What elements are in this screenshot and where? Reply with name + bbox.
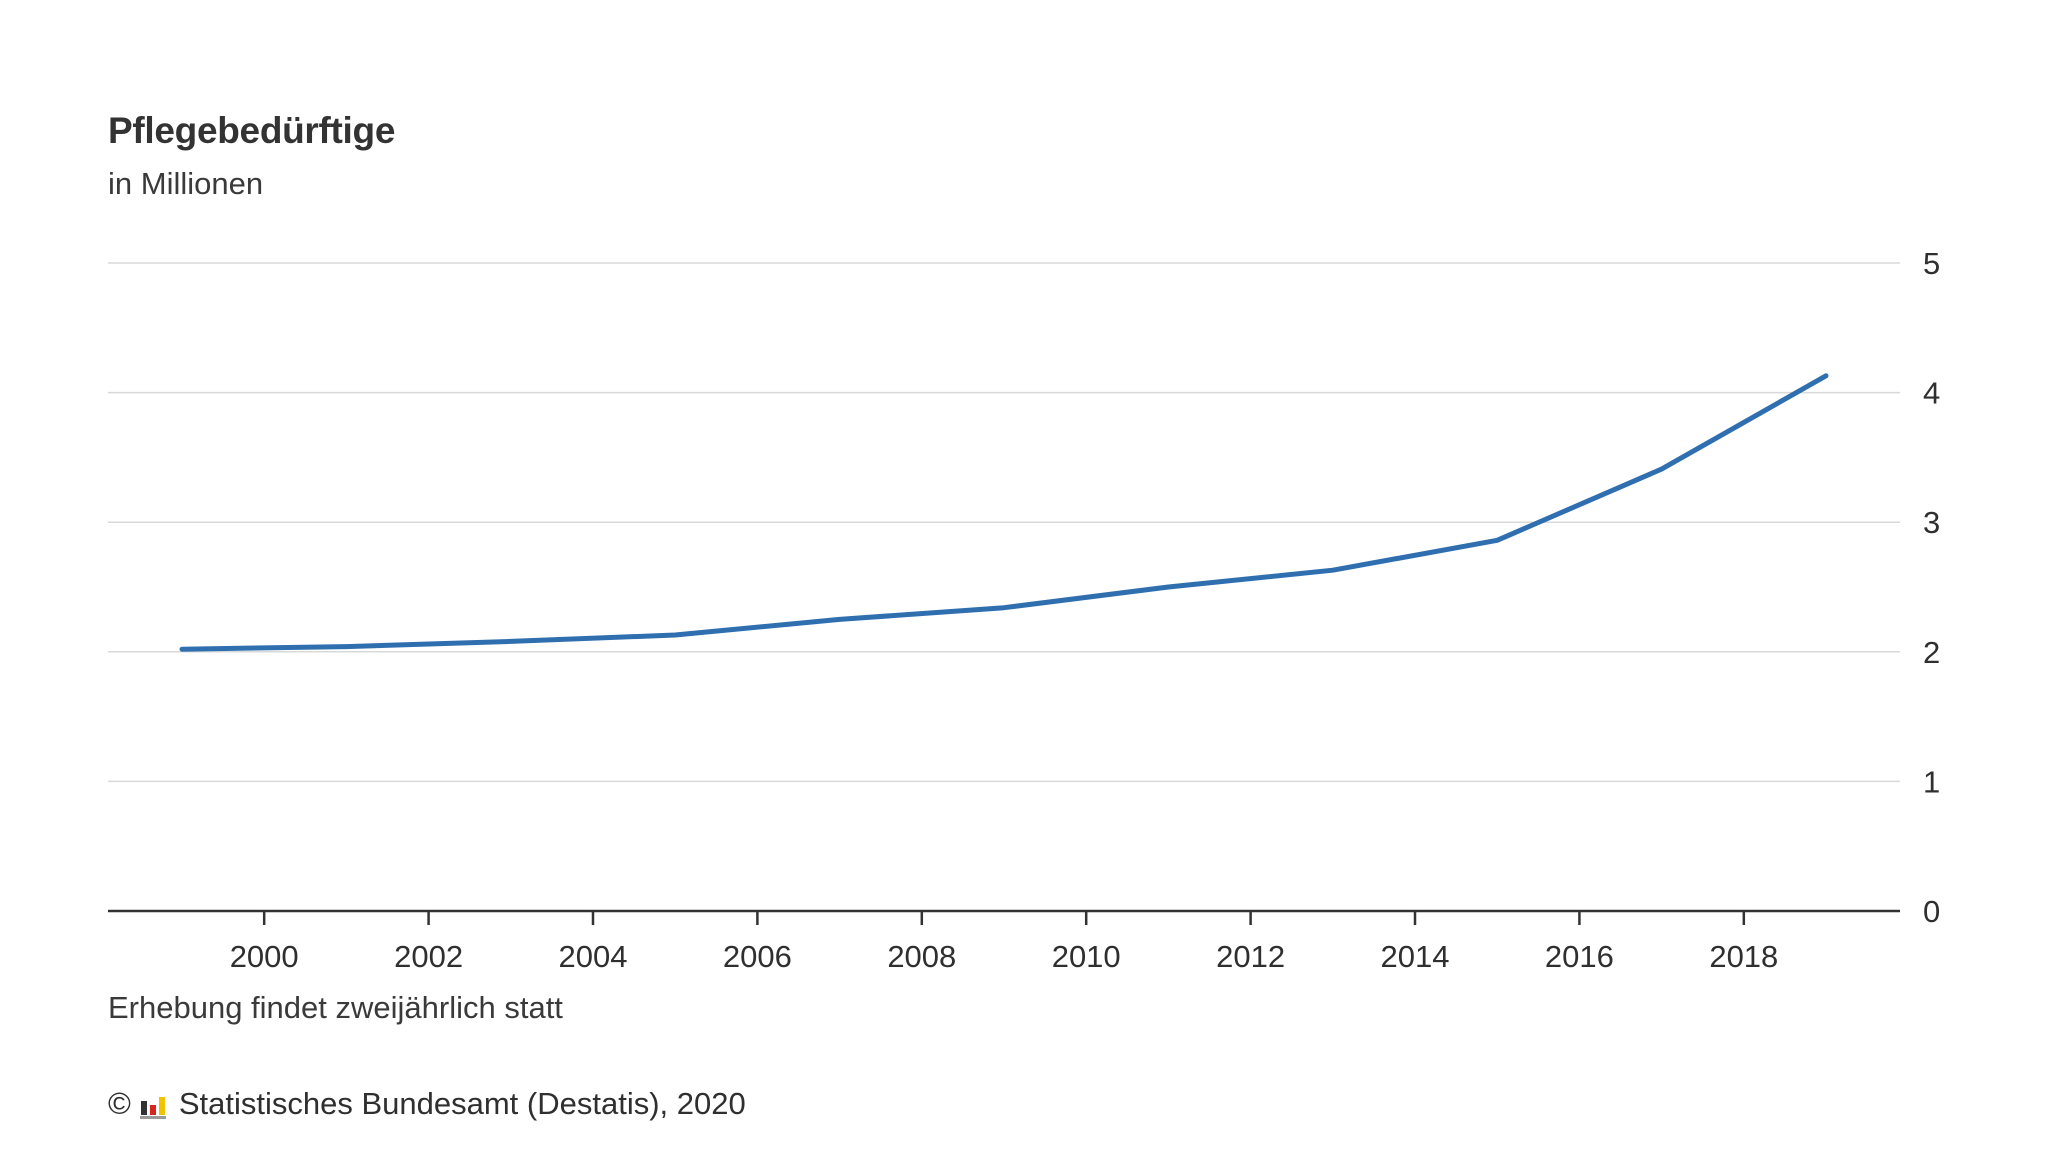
y-tick-label: 1 [1923,764,1940,799]
x-tick-label: 2012 [1216,939,1285,974]
y-tick-label: 3 [1923,505,1940,540]
chart-subtitle: in Millionen [108,166,264,201]
source-text: Statistisches Bundesamt (Destatis), 2020 [178,1086,746,1121]
tick-labels: 0 1 2 3 4 5 2000 2002 2004 2006 2008 2010 2012 2014 20… [230,246,1941,974]
series-layer [179,373,1829,652]
x-tick-label: 2014 [1381,939,1450,974]
x-tick-label: 2000 [230,939,299,974]
x-tick-label: 2004 [559,939,628,974]
y-tick-label: 4 [1923,376,1940,411]
x-tick-label: 2008 [887,939,956,974]
x-axis [108,909,1900,925]
x-tick-label: 2002 [394,939,463,974]
x-tick-label: 2006 [723,939,792,974]
source-line: © Statistisches Bundesamt (Destatis), 20… [108,1086,746,1122]
series-line [179,373,1829,652]
y-tick-label: 0 [1923,894,1940,929]
destatis-logo-icon [139,1091,169,1121]
y-tick-label: 2 [1923,635,1940,670]
x-tick-label: 2018 [1709,939,1778,974]
copyright-icon: © [108,1086,131,1121]
chart-title: Pflegebedürftige [108,110,396,151]
x-tick-label: 2016 [1545,939,1614,974]
chart-note: Erhebung findet zweijährlich statt [108,990,563,1025]
y-tick-label: 5 [1923,246,1940,281]
x-tick-label: 2010 [1052,939,1121,974]
grid-lines [108,262,1900,783]
